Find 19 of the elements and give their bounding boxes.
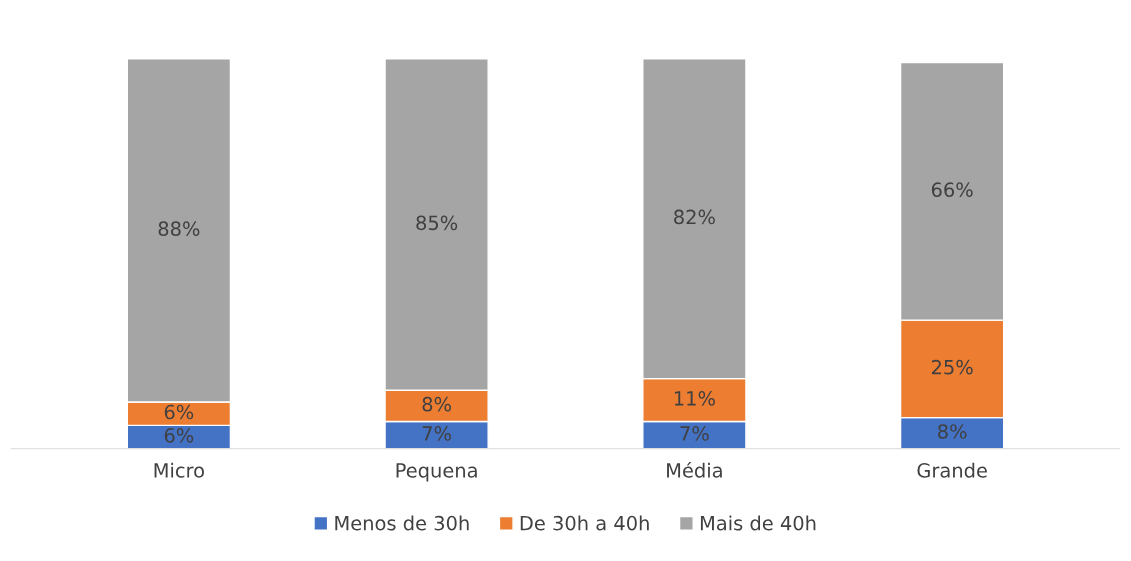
x-tick-label: Micro <box>154 462 204 478</box>
data-label: 8% <box>938 424 967 439</box>
data-label: 66% <box>931 182 973 198</box>
legend-label: De 30h a 40h <box>520 515 649 531</box>
x-tick-label: Grande <box>917 462 987 478</box>
legend-label: Menos de 30h <box>335 515 469 531</box>
data-label: 7% <box>680 426 709 441</box>
x-tick-label: Pequena <box>396 463 477 482</box>
data-label: 85% <box>416 215 458 231</box>
legend-label: Mais de 40h <box>700 515 816 531</box>
data-label: 82% <box>674 209 715 225</box>
x-tick-label: Média <box>667 461 722 478</box>
data-label: 7% <box>422 426 451 441</box>
data-label: 8% <box>422 396 451 412</box>
data-label: 6% <box>164 428 194 443</box>
data-label: 88% <box>158 221 200 237</box>
data-label: 25% <box>931 359 973 375</box>
data-label: 11% <box>674 390 715 406</box>
data-label: 6% <box>164 404 194 420</box>
